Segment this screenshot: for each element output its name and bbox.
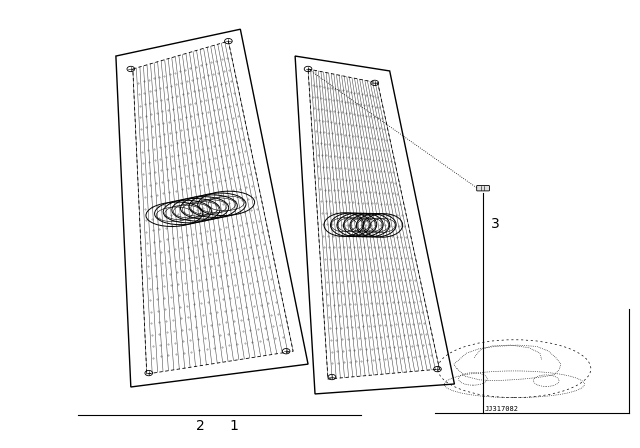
Text: 1: 1: [230, 419, 239, 433]
Text: 3: 3: [491, 217, 499, 231]
Polygon shape: [116, 29, 308, 387]
Text: 2: 2: [196, 419, 205, 433]
Text: JJ317082: JJ317082: [484, 406, 518, 412]
FancyBboxPatch shape: [477, 185, 490, 191]
Polygon shape: [295, 56, 454, 394]
